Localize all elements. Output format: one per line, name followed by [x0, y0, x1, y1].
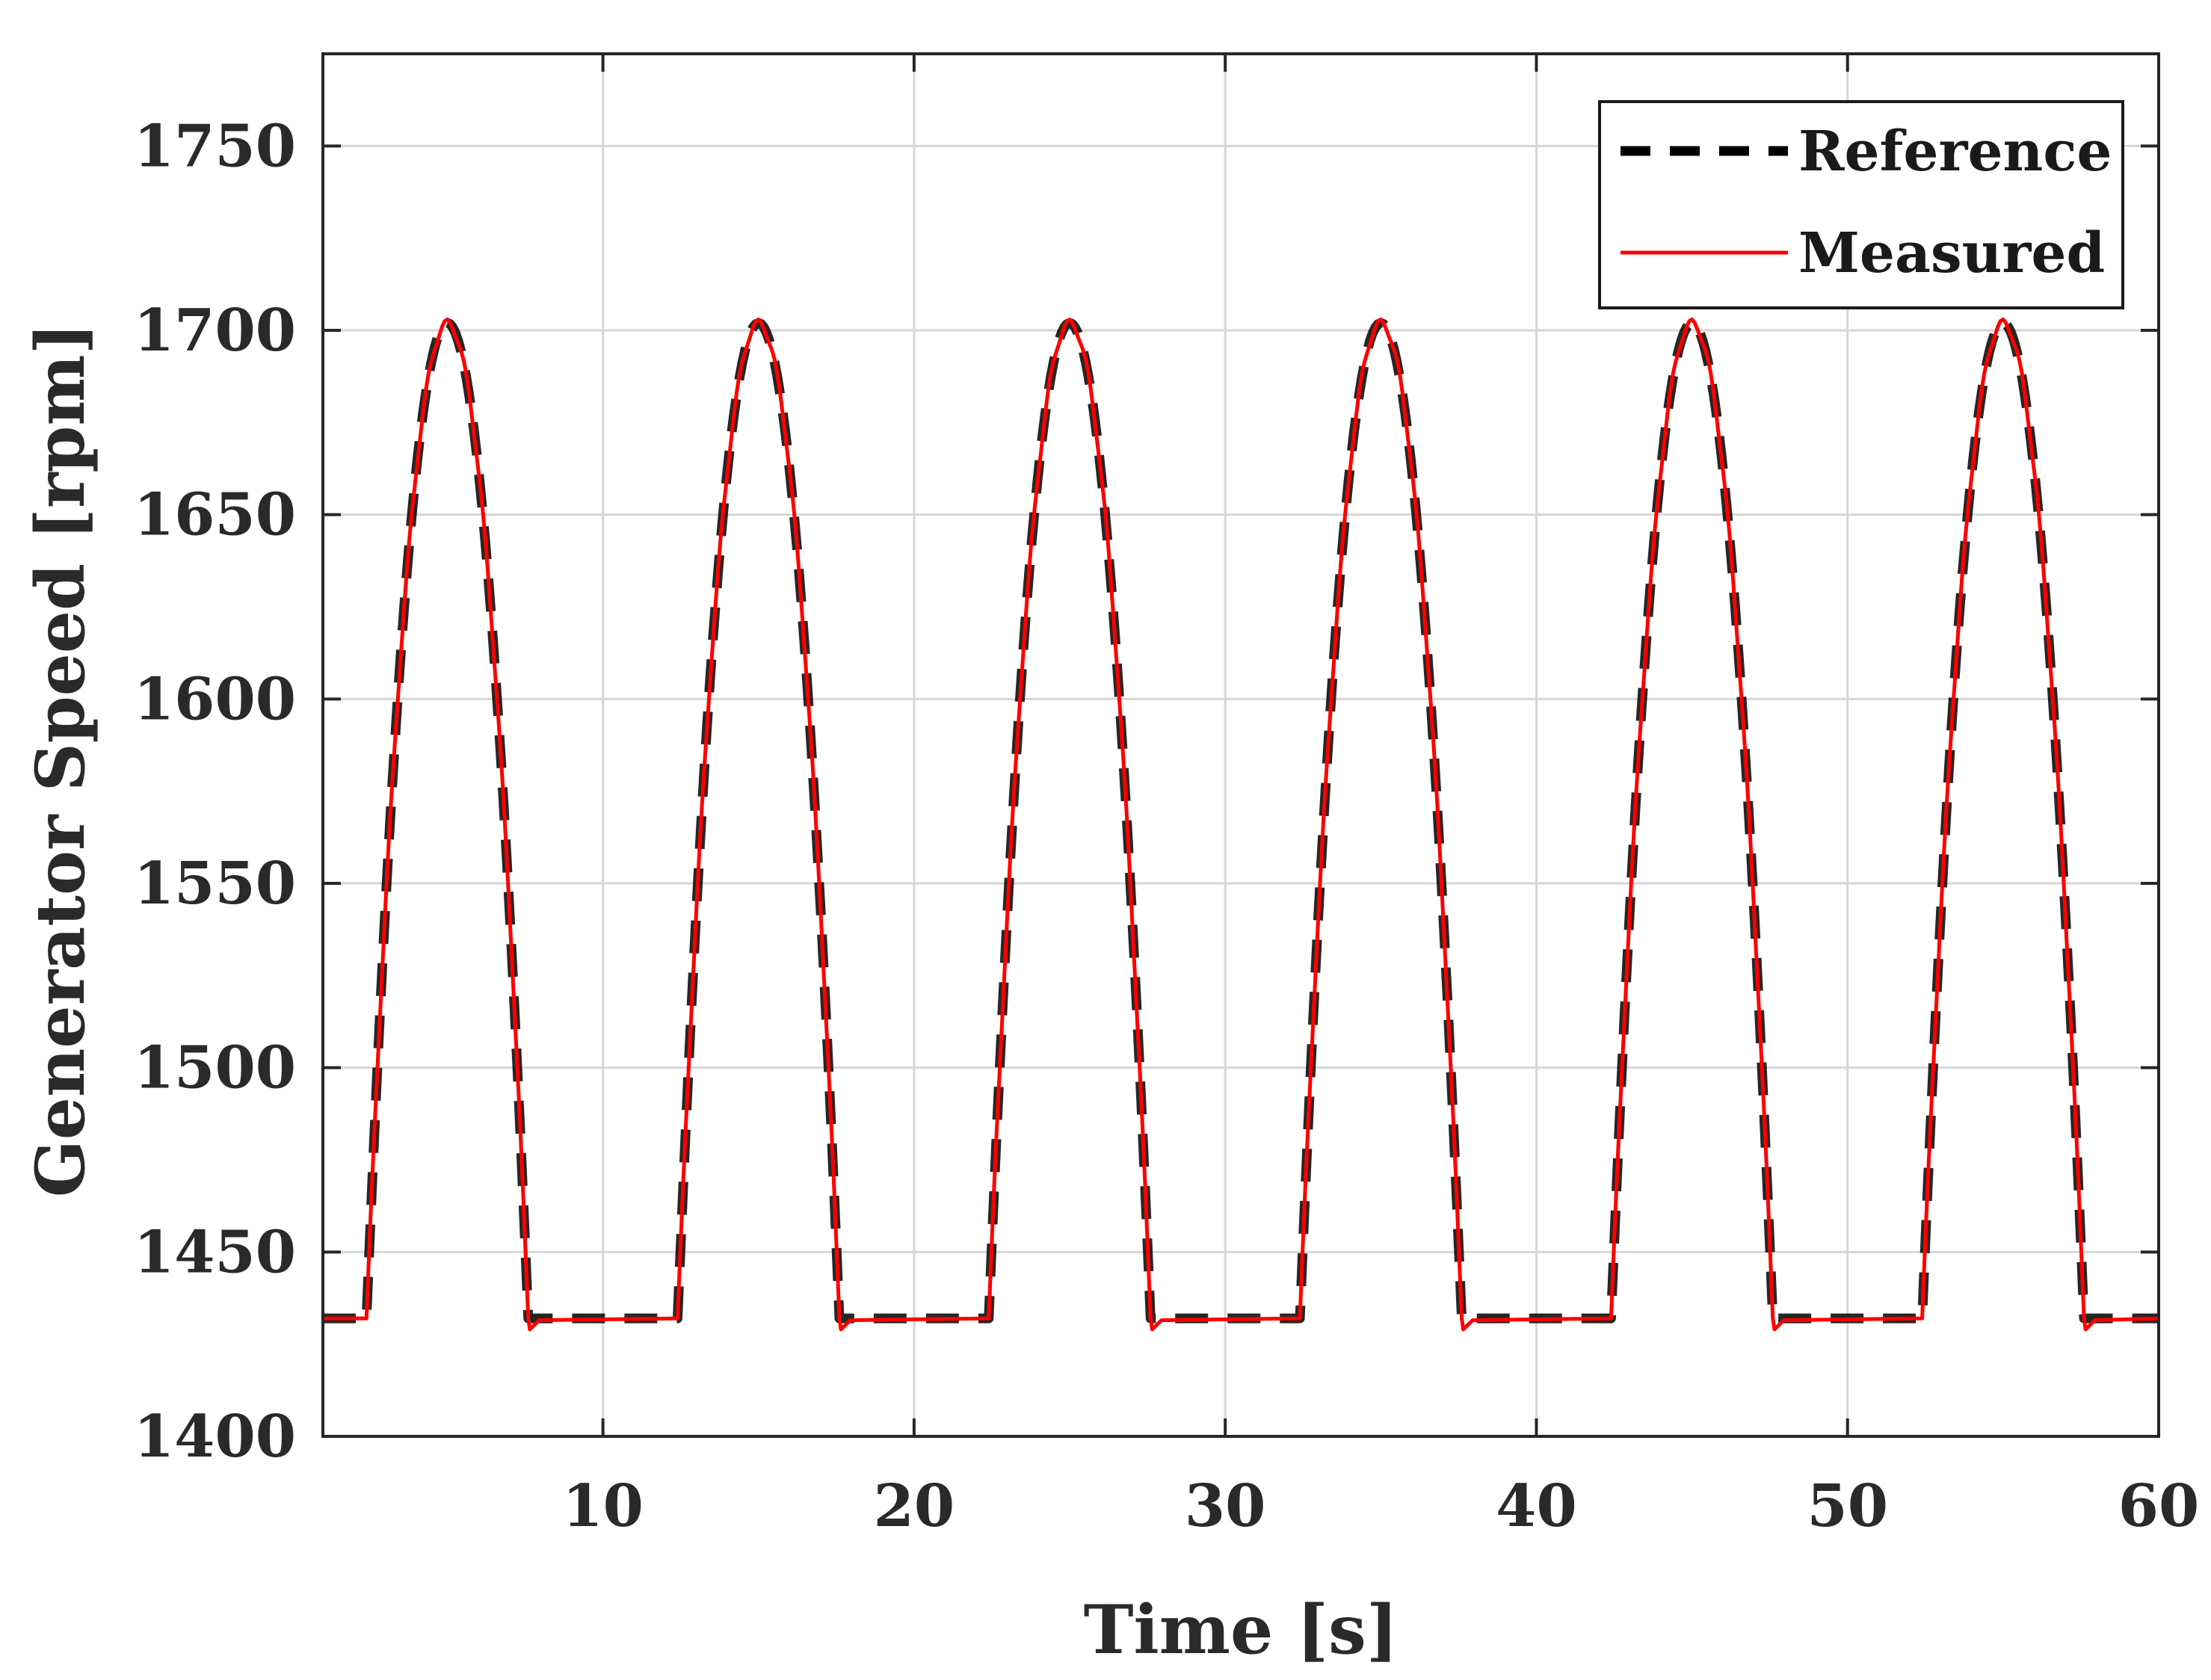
- y-tick-label: 1600: [134, 665, 296, 733]
- legend-label-measured: Measured: [1798, 221, 2105, 285]
- axis-ticks: [323, 54, 2160, 1438]
- y-tick-label: 1700: [134, 297, 296, 365]
- x-tick-label: 30: [1185, 1472, 1266, 1540]
- y-tick-label: 1400: [134, 1403, 296, 1471]
- legend-label-reference: Reference: [1798, 120, 2112, 184]
- legend-box: [1598, 100, 2124, 309]
- grid: [323, 54, 2159, 1436]
- x-tick-labels: 10 20 30 40 50 60: [562, 1472, 2199, 1540]
- x-tick-label: 40: [1496, 1472, 1577, 1540]
- y-tick-label: 1550: [134, 850, 296, 918]
- y-axis-label: Generator Speed [rpm]: [21, 323, 100, 1197]
- y-tick-labels: 1400 1450 1500 1550 1600 1650 1700 1750: [134, 112, 296, 1471]
- x-axis-label: Time [s]: [1084, 1590, 1399, 1670]
- series-layer: [323, 317, 2159, 1332]
- plot-frame: [321, 52, 2160, 1438]
- y-tick-label: 1650: [134, 481, 296, 549]
- x-tick-label: 60: [2118, 1472, 2200, 1540]
- x-tick-label: 50: [1807, 1472, 1888, 1540]
- series-line-measured: [323, 317, 2159, 1332]
- y-tick-label: 1500: [134, 1034, 296, 1102]
- y-tick-label: 1450: [134, 1218, 296, 1286]
- x-tick-label: 10: [562, 1472, 644, 1540]
- x-tick-label: 20: [874, 1472, 955, 1540]
- legend: Reference Measured: [1598, 100, 2124, 309]
- y-tick-label: 1750: [134, 112, 296, 180]
